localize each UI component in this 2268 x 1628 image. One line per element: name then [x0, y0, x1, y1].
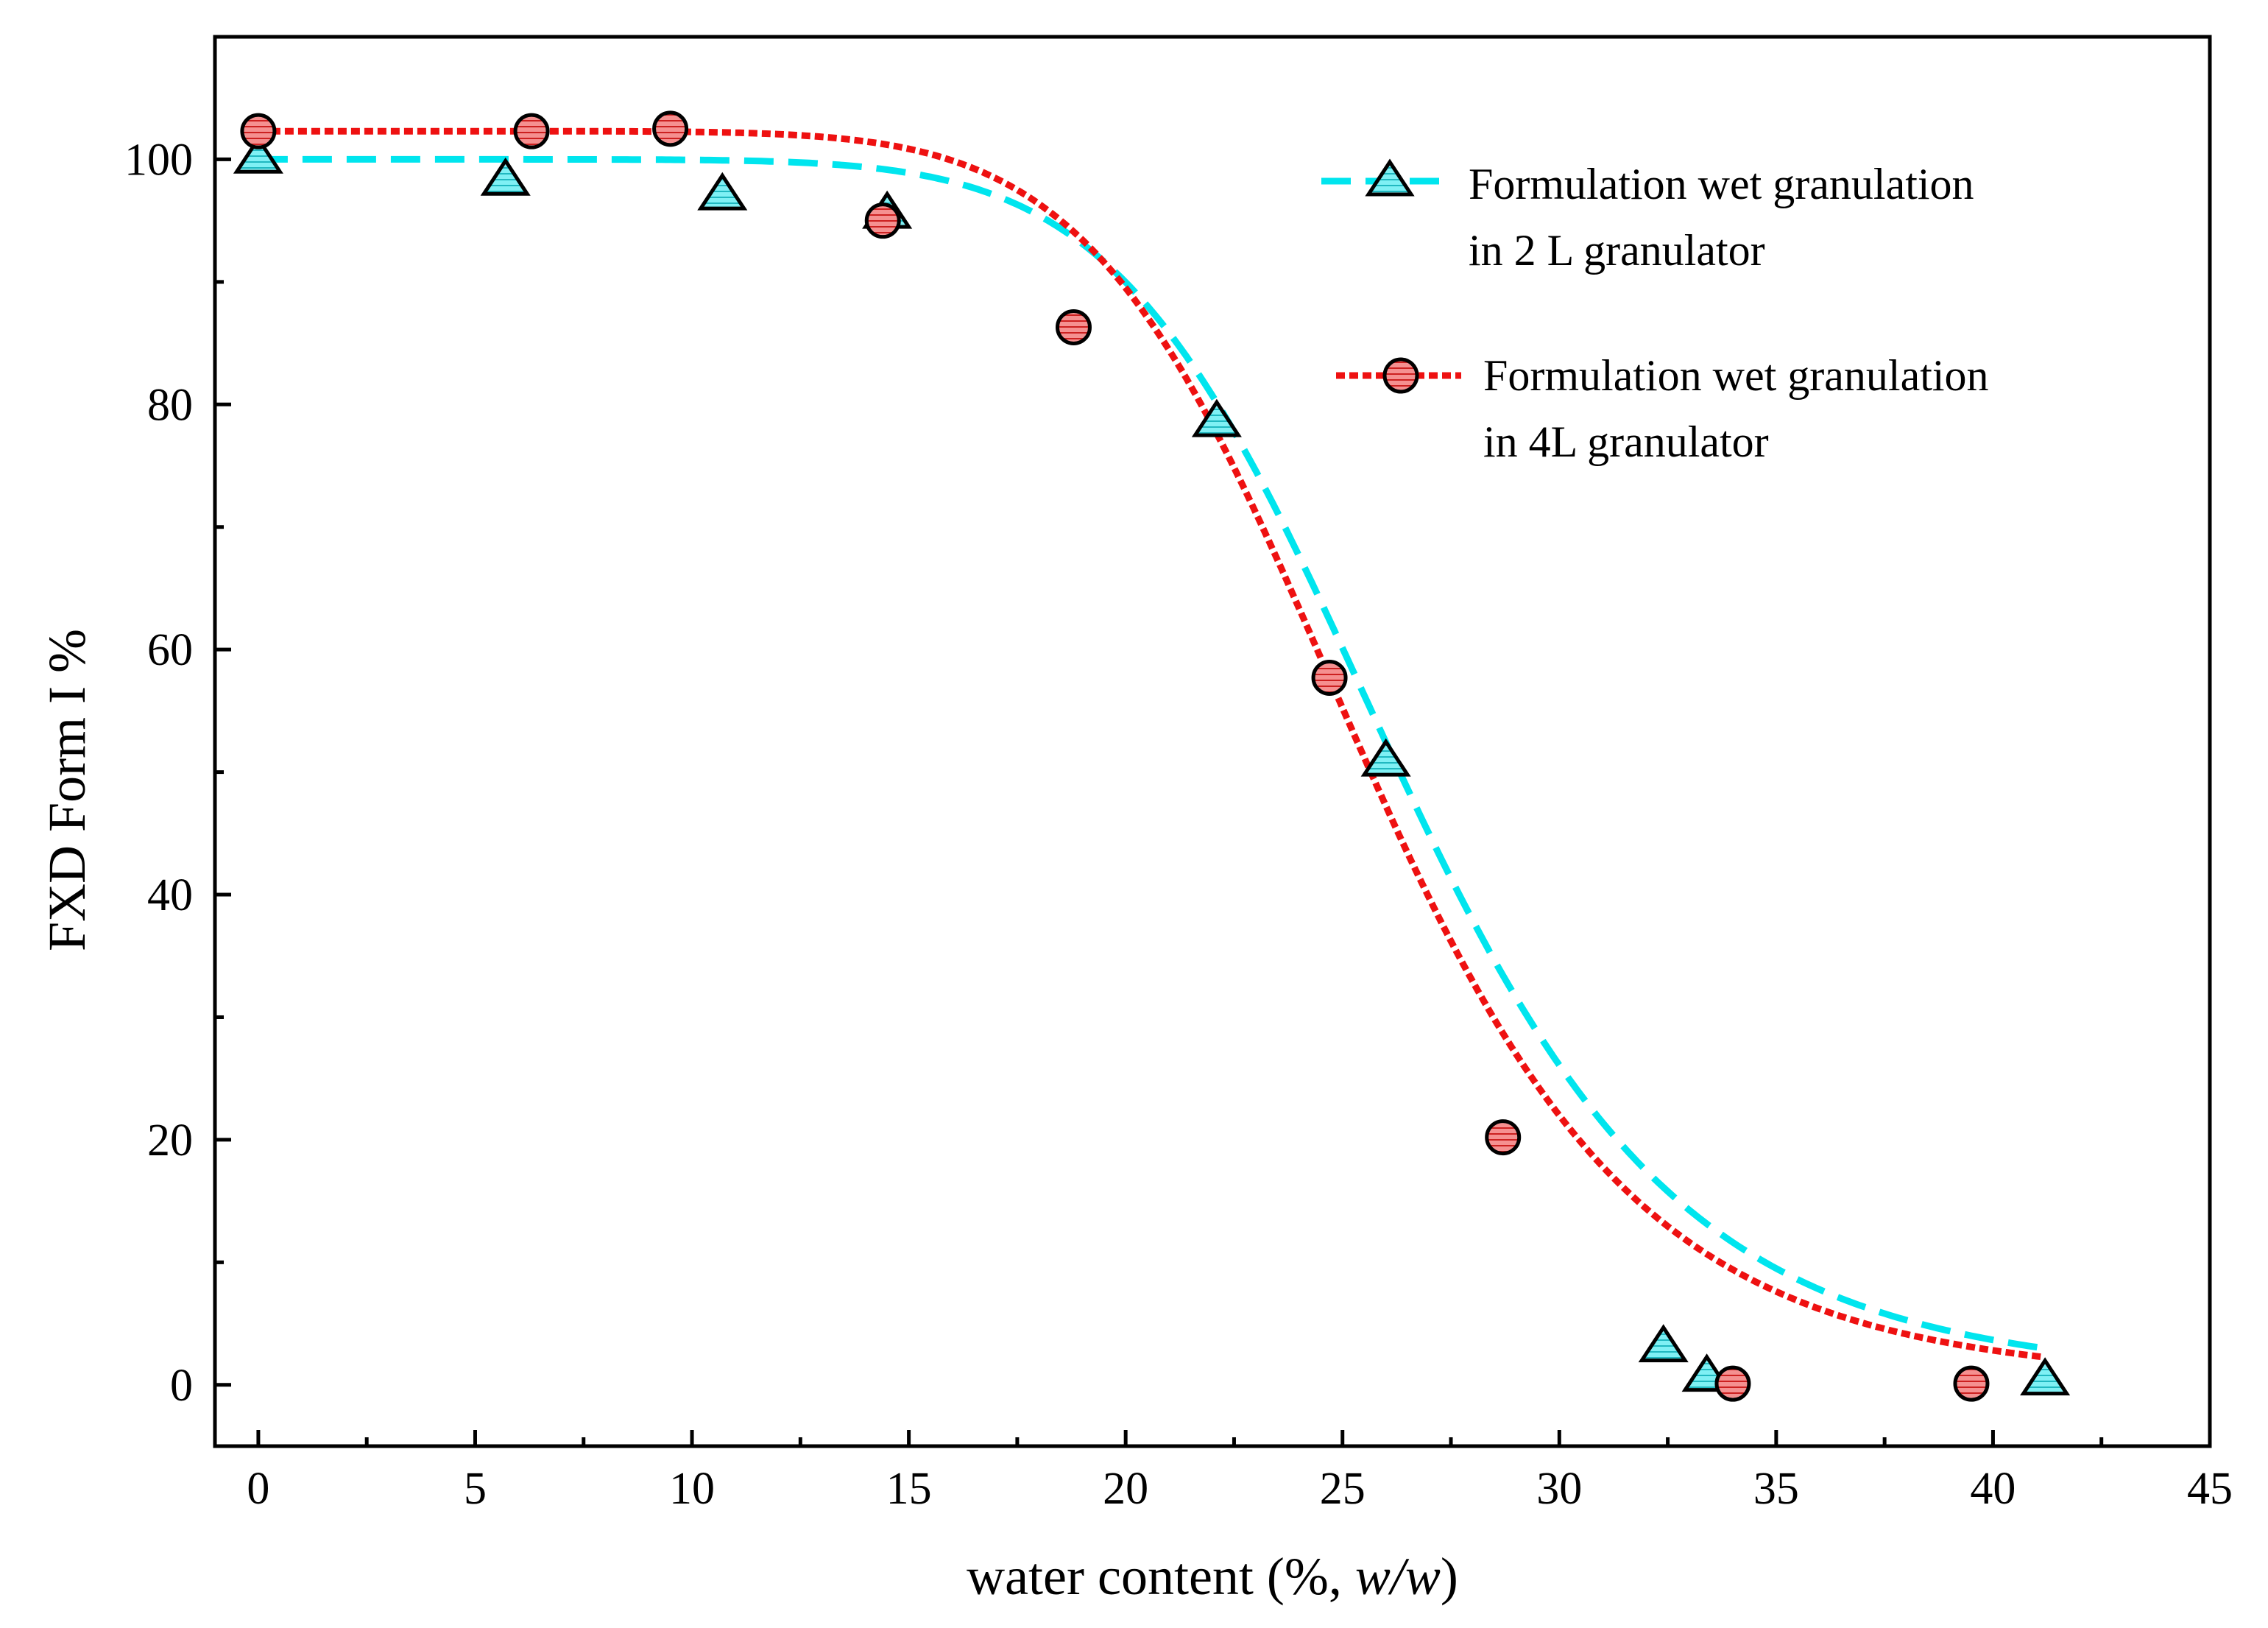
y-tick-label: 0: [170, 1361, 193, 1411]
point-2l: [1360, 738, 1411, 777]
point-4l: [513, 113, 550, 149]
axis-ticks: [215, 35, 2212, 1446]
point-4l: [1485, 1119, 1522, 1156]
legend-label-4l-line2: in 4L granulator: [1483, 417, 1769, 466]
point-4l: [1953, 1365, 1990, 1402]
legend-marker-4l: [1382, 357, 1419, 394]
x-tick-label: 25: [1320, 1464, 1366, 1514]
fit-lines: [258, 127, 2041, 1361]
x-tick-label: 0: [247, 1464, 269, 1514]
point-4l: [1055, 309, 1092, 345]
point-2l: [1191, 398, 1242, 437]
x-tick-label: 10: [669, 1464, 715, 1514]
y-tick-label: 60: [147, 625, 193, 675]
point-4l: [240, 113, 277, 149]
point-2l: [697, 172, 748, 211]
y-tick-label: 100: [124, 135, 193, 185]
y-tick-labels: 0 20 40 60 80 100: [124, 135, 193, 1410]
point-4l: [652, 110, 689, 147]
x-tick-labels: 0 5 10 15 20 25 30 35 40 45: [247, 1464, 2233, 1514]
x-axis-title: water content (%, w/w): [967, 1547, 1458, 1606]
legend-item-4l: Formulation wet granulation in 4L granul…: [1336, 351, 1989, 466]
point-2l: [480, 157, 531, 196]
x-tick-label: 45: [2187, 1464, 2233, 1514]
point-4l: [1714, 1365, 1751, 1402]
legend-label-2l-line2: in 2 L granulator: [1469, 226, 1765, 275]
point-2l: [233, 135, 283, 174]
point-2l: [2020, 1357, 2071, 1396]
legend-marker-2l: [1365, 158, 1415, 197]
fit-line-4l: [258, 127, 2041, 1361]
point-4l: [1311, 659, 1348, 696]
y-axis-title: FXD Form I %: [38, 629, 96, 951]
y-tick-label: 20: [147, 1116, 193, 1166]
x-tick-label: 5: [464, 1464, 487, 1514]
x-tick-label: 40: [1970, 1464, 2016, 1514]
x-tick-label: 30: [1536, 1464, 1582, 1514]
y-tick-label: 80: [147, 380, 193, 430]
data-markers: [233, 110, 2071, 1402]
x-tick-label: 15: [886, 1464, 932, 1514]
point-2l: [1638, 1324, 1689, 1363]
x-tick-label: 20: [1103, 1464, 1148, 1514]
legend-item-2l: Formulation wet granulation in 2 L granu…: [1321, 158, 1974, 275]
legend-label-4l-line1: Formulation wet granulation: [1483, 351, 1989, 400]
legend: Formulation wet granulation in 2 L granu…: [1321, 158, 1989, 466]
x-tick-label: 35: [1753, 1464, 1799, 1514]
point-4l: [864, 202, 901, 239]
y-tick-label: 40: [147, 870, 193, 920]
legend-label-2l-line1: Formulation wet granulation: [1469, 160, 1974, 208]
fit-line-2l: [258, 155, 2041, 1351]
plot-frame: [213, 35, 2212, 1448]
